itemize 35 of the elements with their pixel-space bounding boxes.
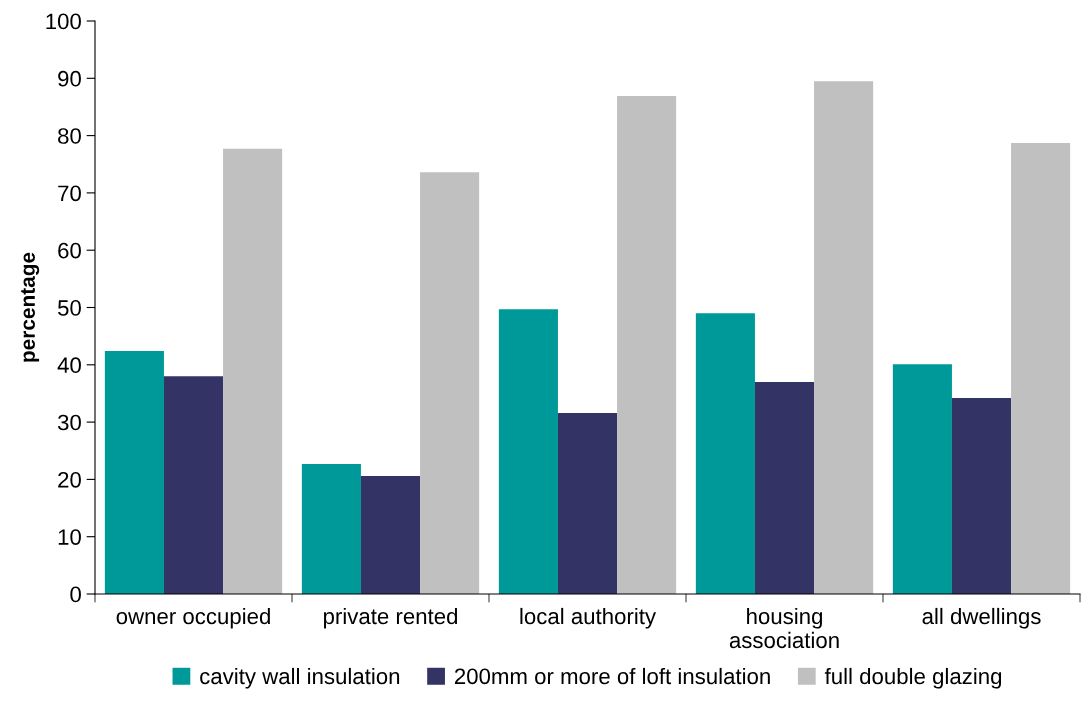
bar <box>163 376 224 594</box>
bar <box>754 381 815 594</box>
bar <box>695 313 755 594</box>
bar <box>104 351 164 594</box>
bar <box>420 172 480 594</box>
bar <box>814 81 874 594</box>
bar <box>951 398 1012 594</box>
x-tick-label: all dwellings <box>922 607 1041 629</box>
y-tick-label: 90 <box>58 70 81 87</box>
bar <box>498 309 558 594</box>
y-tick-label: 20 <box>58 471 81 488</box>
x-tick-label: housing association <box>729 607 839 649</box>
legend-label: cavity wall insulation <box>200 667 400 689</box>
legend-label: 200mm or more of loft insulation <box>454 667 770 685</box>
bar <box>301 463 361 594</box>
y-tick-label: 50 <box>57 300 81 316</box>
bar <box>223 148 283 594</box>
y-axis-title: percentage <box>21 252 40 362</box>
y-tick-label: 40 <box>57 357 81 374</box>
y-tick-label: 100 <box>46 13 81 30</box>
x-tick-label: private rented <box>324 607 458 629</box>
y-tick-label: 60 <box>58 242 81 259</box>
bar <box>557 412 618 594</box>
y-tick-label: 80 <box>58 128 81 144</box>
bar <box>892 364 952 594</box>
y-tick-label: 30 <box>57 414 81 431</box>
x-tick-label: owner occupied <box>116 607 270 629</box>
bar <box>617 96 677 594</box>
bar <box>1011 143 1071 594</box>
y-tick-label: 0 <box>70 586 81 603</box>
bar <box>360 475 421 594</box>
x-tick-label: local authority <box>520 607 657 629</box>
y-tick-label: 10 <box>58 529 81 545</box>
y-tick-label: 70 <box>58 185 81 202</box>
legend-label: full double glazing <box>824 667 1002 689</box>
